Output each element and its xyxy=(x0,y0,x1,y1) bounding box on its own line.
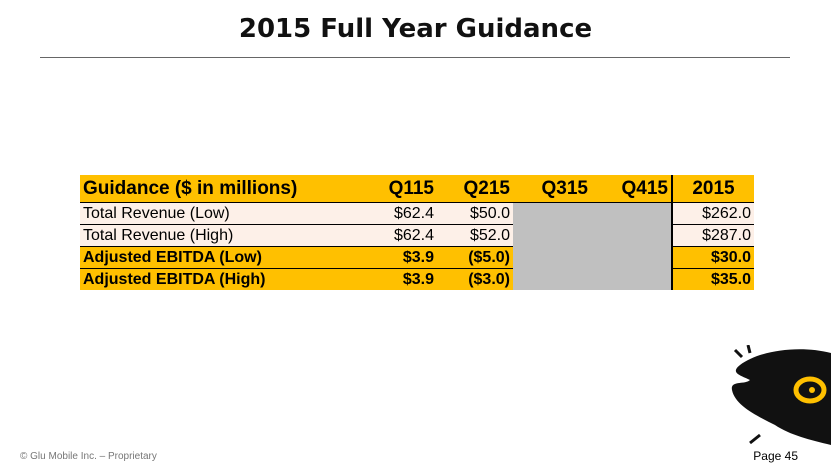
value-cell: ($5.0) xyxy=(437,246,513,269)
column-header: Q215 xyxy=(437,175,513,203)
value-cell: $62.4 xyxy=(370,224,437,247)
row-label: Total Revenue (High) xyxy=(80,224,370,247)
value-cell: $35.0 xyxy=(671,268,754,290)
table-row: Total Revenue (High) $62.4 $52.0 $287.0 xyxy=(80,224,754,247)
row-label: Adjusted EBITDA (Low) xyxy=(80,246,370,269)
value-cell: $52.0 xyxy=(437,224,513,247)
table-row: Adjusted EBITDA (Low) $3.9 ($5.0) $30.0 xyxy=(80,246,754,269)
value-cell: ($3.0) xyxy=(437,268,513,290)
logo xyxy=(731,345,831,445)
value-cell: $3.9 xyxy=(370,268,437,290)
value-cell: $50.0 xyxy=(437,202,513,225)
value-cell: $3.9 xyxy=(370,246,437,269)
unreported-cells xyxy=(513,202,672,290)
copyright: © Glu Mobile Inc. – Proprietary xyxy=(20,451,157,462)
slide-title: 2015 Full Year Guidance xyxy=(238,14,593,44)
table-row: Total Revenue (Low) $62.4 $50.0 $262.0 xyxy=(80,202,754,290)
column-header: Q315 xyxy=(513,175,591,203)
row-label: Total Revenue (Low) xyxy=(80,202,370,225)
title-rule xyxy=(40,57,790,58)
column-header: Q415 xyxy=(591,175,672,203)
page-number: Page 45 xyxy=(753,449,798,463)
header-row: Guidance ($ in millions) Q115 Q215 Q315 Q415… xyxy=(80,175,754,203)
table-row: Adjusted EBITDA (High) $3.9 ($3.0) $35.0 xyxy=(80,268,754,290)
row-label: Adjusted EBITDA (High) xyxy=(80,268,370,290)
value-cell: $262.0 xyxy=(671,202,754,225)
column-header: Q115 xyxy=(370,175,437,203)
value-cell: $30.0 xyxy=(671,246,754,269)
column-header: 2015 xyxy=(671,175,754,203)
guidance-table: Guidance ($ in millions) Q115 Q215 Q315 Q415… xyxy=(80,175,754,290)
value-cell: $62.4 xyxy=(370,202,437,225)
column-header: Guidance ($ in millions) xyxy=(80,175,370,203)
value-cell: $287.0 xyxy=(671,224,754,247)
